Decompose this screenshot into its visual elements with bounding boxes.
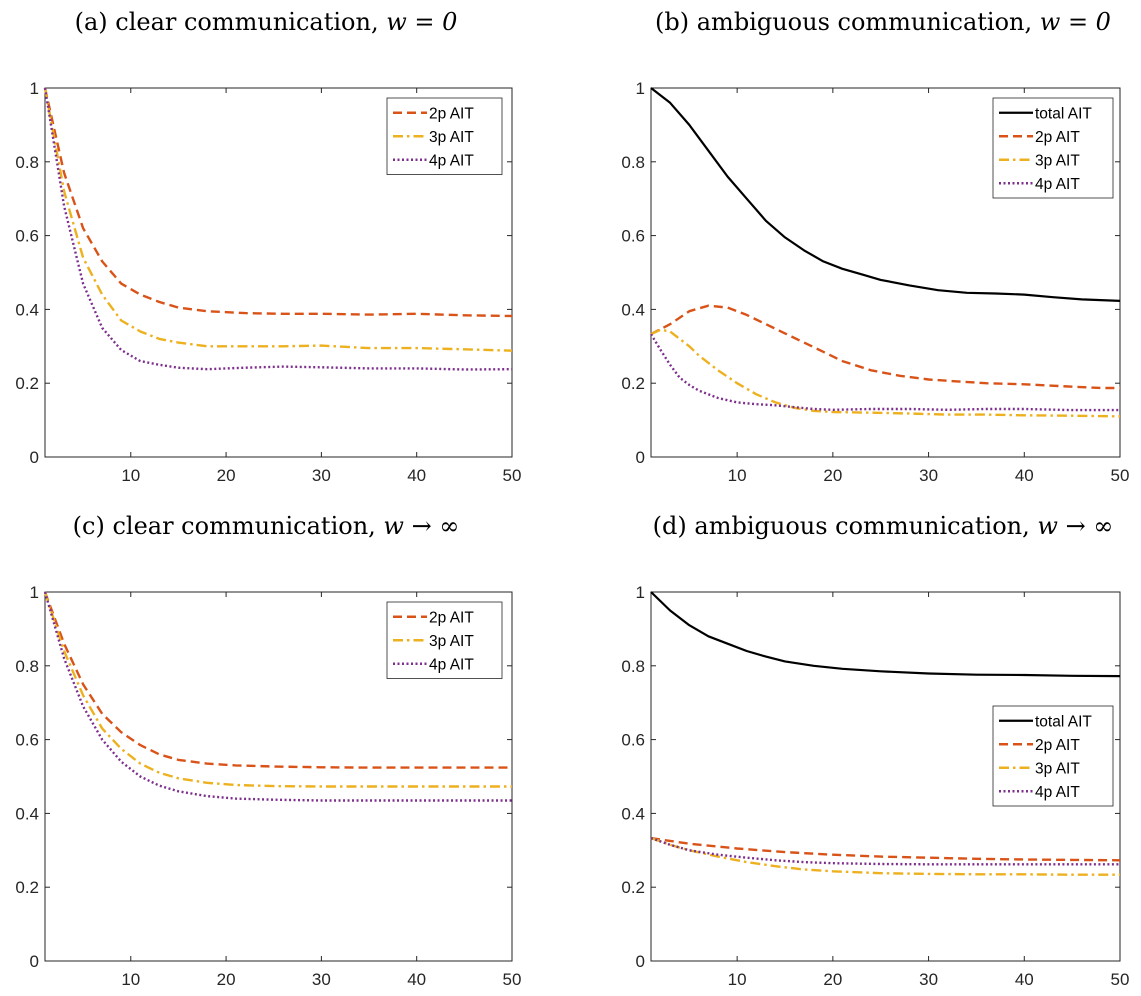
series-line-2p bbox=[43, 87, 513, 318]
y-tick-label: 0 bbox=[636, 448, 645, 467]
x-tick-label: 50 bbox=[1111, 466, 1130, 485]
legend-label: 3p AIT bbox=[429, 129, 474, 146]
y-tick-label: 1 bbox=[636, 79, 645, 98]
series-line-4p bbox=[650, 836, 1120, 866]
series-line-3p bbox=[650, 836, 1120, 876]
legend-label: 2p AIT bbox=[1035, 737, 1080, 754]
series-line-2p bbox=[650, 304, 1120, 390]
legend-box bbox=[386, 601, 503, 679]
y-tick-label: 0.4 bbox=[621, 300, 645, 319]
chart-title-text: (c) clear communication, bbox=[73, 512, 384, 540]
legend-label: total AIT bbox=[1035, 105, 1092, 122]
chart-title-math: w = 0 bbox=[386, 8, 457, 36]
legend-label: 2p AIT bbox=[429, 609, 474, 626]
y-tick-label: 0.6 bbox=[621, 731, 645, 750]
x-tick-label: 30 bbox=[919, 970, 938, 989]
y-tick-label: 0.2 bbox=[15, 374, 39, 393]
series-line-3p bbox=[43, 591, 512, 788]
legend-label: 3p AIT bbox=[429, 633, 474, 650]
y-tick-label: 0.2 bbox=[621, 878, 645, 897]
x-tick-label: 50 bbox=[503, 970, 522, 989]
legend-label: 4p AIT bbox=[1035, 784, 1080, 801]
x-tick-label: 30 bbox=[312, 466, 331, 485]
legend-box bbox=[992, 97, 1114, 199]
legend-label: 4p AIT bbox=[1035, 176, 1080, 193]
legend-box bbox=[992, 705, 1114, 807]
x-tick-label: 30 bbox=[919, 466, 938, 485]
chart-title-math: w = 0 bbox=[1040, 8, 1111, 36]
plot-frame bbox=[650, 87, 1121, 458]
x-tick-label: 10 bbox=[121, 466, 140, 485]
x-tick-label: 40 bbox=[1015, 466, 1034, 485]
series-line-4p bbox=[43, 591, 512, 802]
x-tick-label: 20 bbox=[823, 970, 842, 989]
x-tick-label: 10 bbox=[728, 970, 747, 989]
legend-label: 4p AIT bbox=[429, 656, 474, 673]
y-tick-label: 0.6 bbox=[15, 227, 39, 246]
y-tick-label: 0.8 bbox=[621, 153, 645, 172]
chart-title-text: (a) clear communication, bbox=[75, 8, 387, 36]
plot-frame bbox=[44, 591, 513, 962]
y-tick-label: 0.8 bbox=[621, 657, 645, 676]
x-tick-label: 40 bbox=[1015, 970, 1034, 989]
y-tick-label: 0.4 bbox=[621, 804, 645, 823]
x-tick-label: 40 bbox=[407, 466, 426, 485]
legend-label: 3p AIT bbox=[1035, 152, 1080, 169]
chart-title: (c) clear communication, w → ∞ bbox=[73, 512, 460, 540]
y-tick-label: 0.8 bbox=[15, 657, 39, 676]
legend-label: 3p AIT bbox=[1035, 760, 1080, 777]
chart-a: (a) clear communication, w = 0 0 0.2 0.4 0.6… bbox=[15, 8, 521, 485]
legend: 2p AIT 3p AIT 4p AIT bbox=[386, 601, 503, 679]
y-tick-label: 0.4 bbox=[15, 300, 39, 319]
plot-frame bbox=[650, 591, 1121, 962]
series-line-4p bbox=[649, 333, 1120, 412]
legend-label: total AIT bbox=[1035, 713, 1092, 730]
x-tick-label: 50 bbox=[1111, 970, 1130, 989]
y-tick-label: 1 bbox=[30, 79, 39, 98]
legend-label: 4p AIT bbox=[429, 152, 474, 169]
chart-title: (b) ambiguous communication, w = 0 bbox=[655, 8, 1111, 36]
x-tick-label: 30 bbox=[312, 970, 331, 989]
y-tick-label: 0 bbox=[636, 952, 645, 971]
series-line-2p bbox=[43, 591, 512, 769]
x-tick-label: 50 bbox=[503, 466, 522, 485]
chart-d: (d) ambiguous communication, w → ∞ 0 0.2 0.… bbox=[621, 512, 1129, 989]
chart-title: (a) clear communication, w = 0 bbox=[75, 8, 458, 36]
x-tick-label: 20 bbox=[217, 970, 236, 989]
series-line-2p bbox=[650, 836, 1121, 862]
y-tick-label: 0.4 bbox=[15, 804, 39, 823]
y-tick-label: 0.6 bbox=[621, 227, 645, 246]
x-tick-label: 20 bbox=[217, 466, 236, 485]
y-tick-label: 0 bbox=[30, 448, 39, 467]
y-tick-label: 1 bbox=[30, 583, 39, 602]
legend-box bbox=[386, 97, 503, 175]
y-tick-label: 0.8 bbox=[15, 153, 39, 172]
y-tick-label: 0 bbox=[30, 952, 39, 971]
series-line-total bbox=[650, 591, 1121, 678]
chart-c: (c) clear communication, w → ∞ 0 0.2 0.4 0.6… bbox=[15, 512, 521, 989]
legend: total AIT 2p AIT 3p AIT 4p AIT bbox=[992, 705, 1114, 807]
y-tick-label: 0.2 bbox=[15, 878, 39, 897]
legend-label: 2p AIT bbox=[429, 105, 474, 122]
x-tick-label: 10 bbox=[121, 970, 140, 989]
x-tick-label: 40 bbox=[407, 970, 426, 989]
series-line-4p bbox=[43, 87, 513, 371]
chart-title-text: (b) ambiguous communication, bbox=[655, 8, 1040, 36]
x-tick-label: 20 bbox=[823, 466, 842, 485]
legend-label: 2p AIT bbox=[1035, 129, 1080, 146]
x-tick-label: 10 bbox=[728, 466, 747, 485]
plot-frame bbox=[44, 87, 513, 458]
chart-title-text: (d) ambiguous communication, bbox=[653, 512, 1038, 540]
y-tick-label: 1 bbox=[636, 583, 645, 602]
chart-title-math: w → ∞ bbox=[383, 512, 459, 540]
chart-title: (d) ambiguous communication, w → ∞ bbox=[653, 512, 1114, 540]
chart-b: (b) ambiguous communication, w = 0 0 0.2 0.… bbox=[621, 8, 1129, 485]
legend: 2p AIT 3p AIT 4p AIT bbox=[386, 97, 503, 175]
y-tick-label: 0.6 bbox=[15, 731, 39, 750]
y-tick-label: 0.2 bbox=[621, 374, 645, 393]
chart-title-math: w → ∞ bbox=[1037, 512, 1113, 540]
legend: total AIT 2p AIT 3p AIT 4p AIT bbox=[992, 97, 1114, 199]
series-line-total bbox=[650, 87, 1121, 302]
